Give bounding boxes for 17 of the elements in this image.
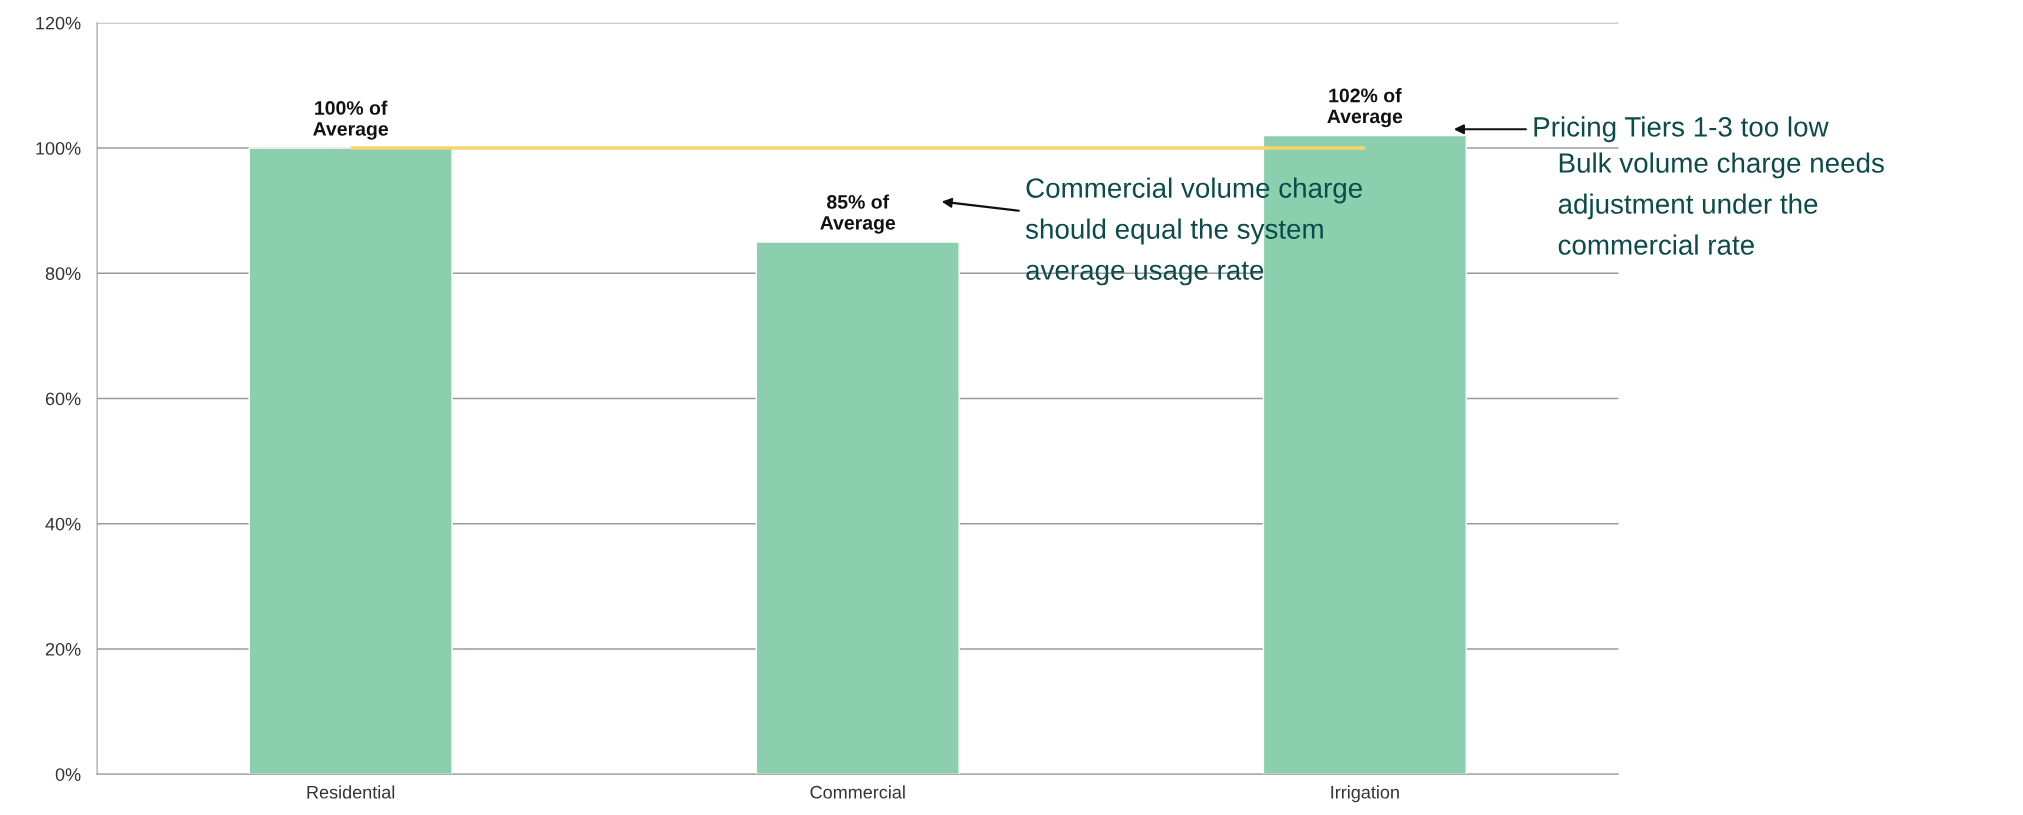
data-label: 85% of Average [820, 194, 896, 234]
data-label: 100% of Average [313, 100, 388, 140]
y-tick-label: 20% [45, 642, 81, 656]
bar [755, 241, 960, 775]
x-tick-label: Irrigation [1331, 785, 1399, 803]
annotation: Pricing Tiers 1-3 too low [1534, 116, 1829, 143]
y-tick-label: 100% [36, 141, 81, 155]
bar [248, 147, 453, 775]
x-tick-label: Residential [307, 785, 395, 799]
y-tick-label: 0% [55, 768, 81, 781]
y-tick-label: 120% [36, 16, 81, 30]
annotation: Bulk volume charge needs adjustment under the commercial rate [1558, 152, 1884, 255]
y-tick-label: 40% [45, 517, 81, 531]
x-tick-label: Commercial [810, 785, 905, 799]
y-tick-label: 80% [45, 267, 81, 281]
data-label: 102% of Average [1327, 88, 1403, 128]
y-tick-label: 60% [45, 392, 81, 406]
